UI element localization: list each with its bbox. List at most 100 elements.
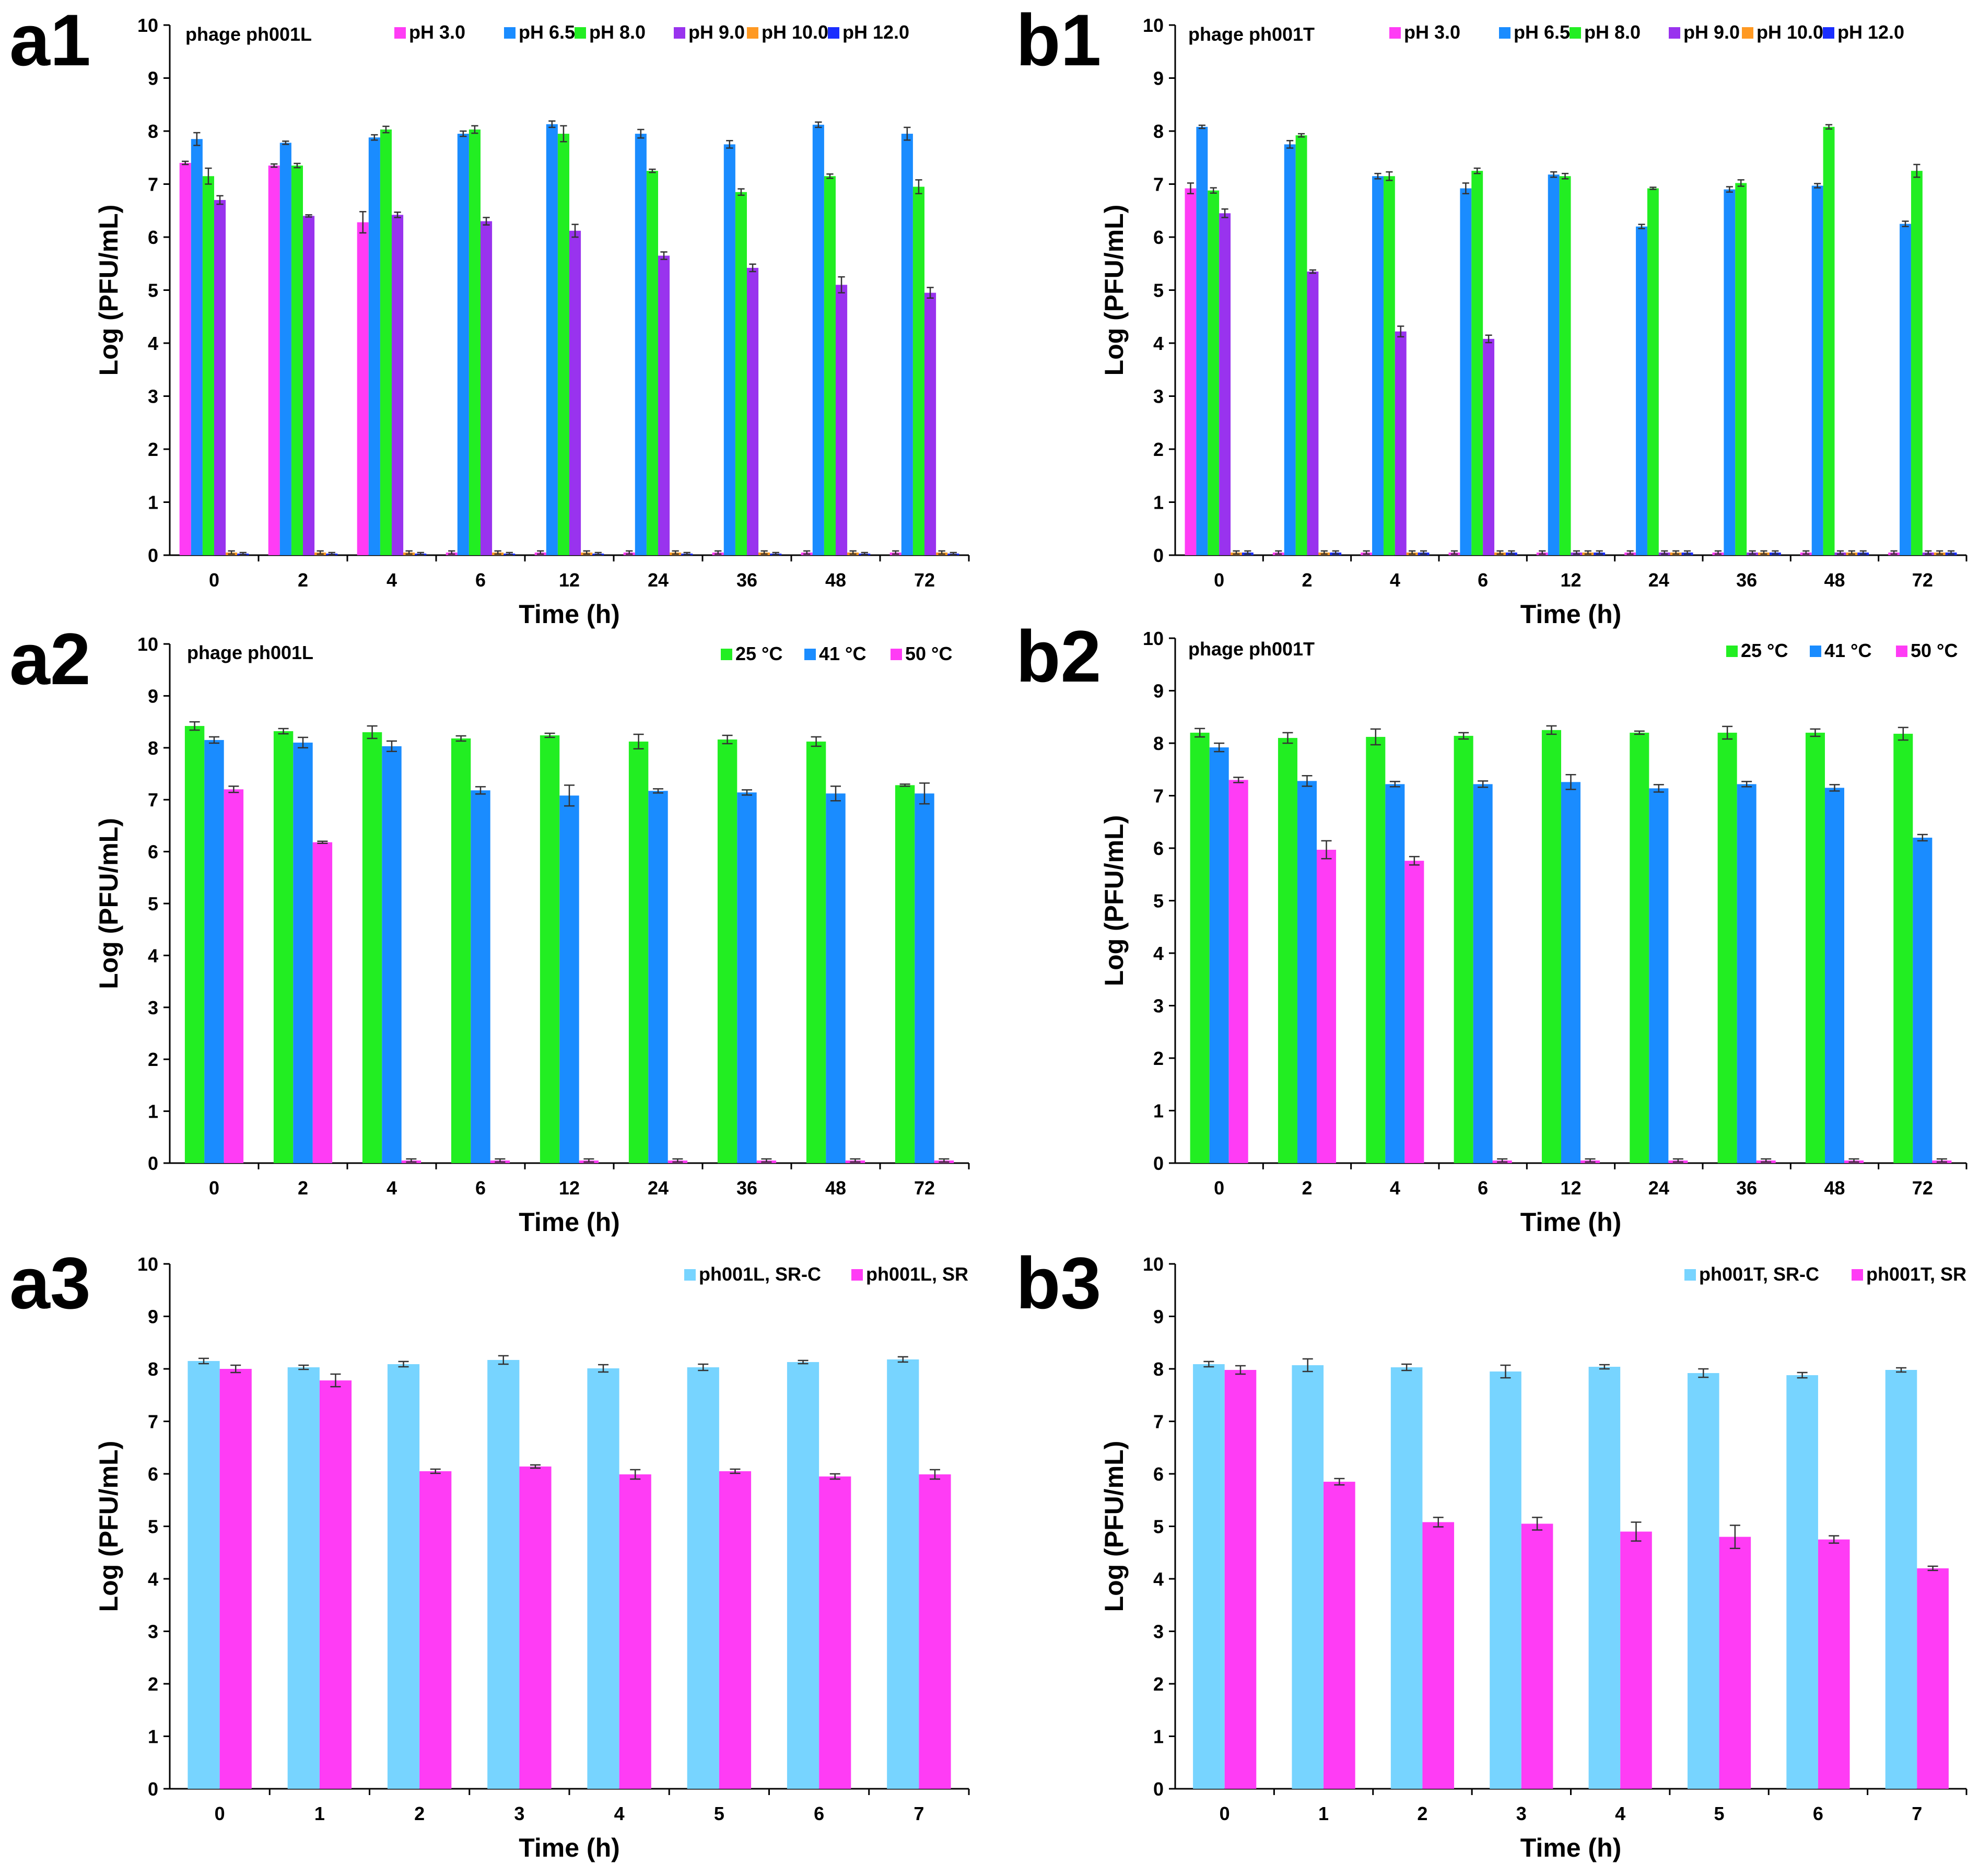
x-tick-label: 6 <box>1478 569 1488 591</box>
legend-swatch <box>575 27 586 39</box>
error-bar <box>1478 780 1489 788</box>
error-bar <box>1714 550 1722 555</box>
bar-ph-6-5-t72 <box>1900 224 1911 555</box>
error-bar <box>950 552 957 556</box>
error-bar <box>506 552 513 556</box>
y-tick-label: 1 <box>148 1101 158 1122</box>
legend-swatch <box>1742 27 1753 39</box>
error-bar <box>294 162 301 169</box>
error-bar <box>417 552 424 556</box>
legend-label: 50 °C <box>905 643 952 664</box>
error-bar <box>544 732 555 738</box>
error-bar <box>660 251 668 260</box>
error-bar <box>471 125 478 134</box>
legend-item-41-c: 41 °C <box>1810 640 1871 661</box>
legend-swatch <box>1570 27 1581 39</box>
error-bar <box>742 789 752 796</box>
y-tick-label: 0 <box>1153 1778 1164 1800</box>
bar-25-c-t48 <box>806 741 826 1163</box>
error-bar <box>1836 550 1844 555</box>
legend-swatch <box>1669 27 1680 39</box>
error-bar <box>626 550 633 555</box>
y-tick-label: 3 <box>1153 386 1164 407</box>
bar-ph-6-5-t6 <box>1460 188 1472 555</box>
y-tick-label: 6 <box>1153 227 1164 248</box>
bar-25-c-t72 <box>1893 733 1913 1163</box>
bar-ph001t-sr-c-t4 <box>1588 1366 1621 1789</box>
legend-item-ph-3-0: pH 3.0 <box>1389 21 1460 43</box>
error-bar <box>649 168 656 173</box>
x-tick-label: 0 <box>209 569 219 591</box>
legend-label: pH 12.0 <box>842 21 909 43</box>
error-bar <box>1638 224 1645 230</box>
bar-ph-6-5-t4 <box>368 137 380 555</box>
bar-ph-8-0-t0 <box>1208 190 1220 555</box>
bar-ph-9-0-t0 <box>214 200 226 555</box>
x-tick-label: 2 <box>1417 1803 1427 1824</box>
error-bar <box>305 214 312 218</box>
error-bar <box>205 167 212 185</box>
error-bar <box>182 160 189 166</box>
error-bar <box>198 1357 209 1365</box>
bar-ph-8-0-t12 <box>557 134 569 555</box>
error-bar <box>1927 1565 1938 1572</box>
error-bar <box>495 1158 506 1163</box>
bar-ph-6-5-t48 <box>1811 185 1823 555</box>
error-bar <box>1859 550 1867 555</box>
y-tick-label: 6 <box>148 841 158 863</box>
error-bar <box>1282 732 1293 744</box>
bar-25-c-t24 <box>1630 732 1649 1163</box>
y-tick-label: 5 <box>1153 890 1164 912</box>
y-tick-label: 8 <box>148 121 158 142</box>
legend-label: pH 9.0 <box>688 21 745 43</box>
bar-ph001t-sr-c-t0 <box>1193 1364 1225 1789</box>
error-bar <box>633 733 644 750</box>
error-bar <box>1389 781 1400 788</box>
bar-25-c-t36 <box>717 739 737 1163</box>
error-bar <box>1848 550 1855 555</box>
legend-item-ph-12-0: pH 12.0 <box>1823 21 1904 43</box>
bar-ph-9-0-t48 <box>836 285 848 555</box>
error-bar <box>1936 1158 1947 1163</box>
legend-swatch <box>804 649 816 660</box>
y-tick-label: 9 <box>148 685 158 707</box>
x-axis-title: Time (h) <box>1520 600 1622 629</box>
error-bar <box>698 1363 709 1371</box>
legend-swatch <box>1810 646 1821 657</box>
error-bar <box>1297 133 1305 138</box>
bar-ph001t-sr-c-t7 <box>1885 1370 1917 1789</box>
error-bar <box>1214 742 1225 753</box>
error-bar <box>1913 163 1921 178</box>
error-bar <box>1848 1158 1859 1163</box>
y-tick-label: 8 <box>1153 121 1164 142</box>
bar-ph-8-0-t72 <box>1911 171 1923 555</box>
error-bar <box>849 550 857 555</box>
y-tick-label: 9 <box>148 68 158 89</box>
error-bar <box>1275 550 1282 555</box>
y-tick-label: 3 <box>1153 1621 1164 1643</box>
y-tick-label: 4 <box>148 1568 158 1590</box>
bar-25-c-t36 <box>1717 732 1737 1163</box>
x-tick-label: 24 <box>1648 569 1669 591</box>
error-bar <box>1433 1517 1444 1528</box>
bar-41-c-t0 <box>204 740 224 1163</box>
bar-ph-8-0-t48 <box>1823 126 1835 555</box>
legend-label: pH 10.0 <box>1756 21 1823 43</box>
error-bar <box>1825 124 1833 130</box>
error-bar <box>1760 550 1767 555</box>
error-bar <box>1631 1521 1642 1542</box>
bar-25-c-t12 <box>1541 730 1561 1163</box>
error-bar <box>530 1464 541 1469</box>
error-bar <box>1302 1358 1313 1373</box>
x-tick-label: 48 <box>1824 569 1845 591</box>
error-bar <box>193 132 201 146</box>
y-tick-label: 7 <box>148 789 158 811</box>
legend-label: pH 10.0 <box>762 21 828 43</box>
x-tick-label: 24 <box>648 1177 669 1199</box>
y-tick-label: 10 <box>137 634 158 655</box>
error-bar <box>1661 550 1668 555</box>
y-tick-label: 5 <box>148 1516 158 1538</box>
error-bar <box>430 1468 441 1474</box>
legend-swatch <box>674 27 685 39</box>
y-tick-label: 4 <box>1153 1568 1164 1590</box>
